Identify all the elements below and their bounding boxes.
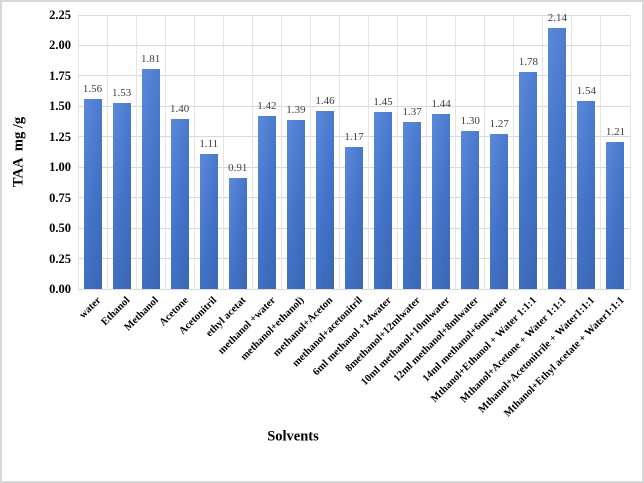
bar-value-label: 1.42 <box>257 100 277 113</box>
bar-Mthanol+Ethanol + Water 1:1:1 <box>519 72 538 289</box>
v-gridline <box>309 15 311 289</box>
v-gridline <box>571 15 573 289</box>
v-gridline <box>338 15 340 289</box>
v-gridline <box>222 15 224 289</box>
bar-14ml methanol+6mlwater <box>490 134 509 289</box>
bar-value-label: 1.81 <box>141 52 161 65</box>
h-gridline <box>78 44 630 46</box>
y-tick-label: 1.50 <box>49 99 71 114</box>
bar-Mthanol+Acetonitrile + Water1:1:1 <box>577 101 596 289</box>
y-tick-label: 0.75 <box>49 190 71 205</box>
bar-value-label: 1.11 <box>199 137 219 150</box>
v-gridline <box>106 15 108 289</box>
bar-Mthanol+Ethyl acetate + Water1:1:1 <box>606 141 625 289</box>
bar-value-label: 1.44 <box>431 97 451 110</box>
v-gridline <box>135 15 137 289</box>
bar-8methanol+12mlwater <box>403 122 422 289</box>
v-gridline <box>368 15 370 289</box>
bar-methanol+acetonitril <box>345 146 363 289</box>
v-gridline <box>397 15 399 289</box>
bar-value-label: 1.27 <box>489 118 509 131</box>
bar-water <box>83 99 102 289</box>
x-axis-title: Solvents <box>267 428 319 445</box>
h-gridline <box>78 136 630 138</box>
y-axis-title-text: TAA mg /g <box>10 116 27 188</box>
bar-value-label: 1.53 <box>111 86 132 99</box>
bar-value-label: 2.14 <box>547 12 567 25</box>
y-tick-label: 1.00 <box>49 160 71 175</box>
bar-Methanol <box>141 68 160 289</box>
y-tick-label: 2.25 <box>49 8 71 22</box>
y-tick-label: 1.25 <box>49 129 71 144</box>
bar-methanol +water <box>257 116 276 289</box>
v-gridline <box>600 15 602 289</box>
bar-10ml methanol+10mlwater <box>432 113 451 289</box>
bar-12ml methanol+8mlwater <box>461 130 480 289</box>
bar-value-label: 1.39 <box>286 103 306 116</box>
bar-methanol+Aceton <box>315 111 334 289</box>
bar-Acetone <box>170 118 189 289</box>
bar-value-label: 0.91 <box>228 162 248 175</box>
bar-Ethanol <box>112 102 131 289</box>
v-gridline <box>251 15 253 289</box>
y-tick-label: 2.00 <box>49 38 71 53</box>
v-gridline <box>629 15 631 289</box>
bar-value-label: 1.21 <box>605 125 626 138</box>
bar-value-label: 1.46 <box>315 95 335 108</box>
bar-value-label: 1.37 <box>402 106 422 119</box>
bar-value-label: 1.54 <box>576 85 597 98</box>
plot-area <box>77 14 631 290</box>
bar-6ml methanol +14water <box>374 112 393 289</box>
bar-value-label: 1.45 <box>373 96 393 109</box>
h-gridline <box>78 14 630 16</box>
v-gridline <box>193 15 195 289</box>
v-gridline <box>542 15 544 289</box>
y-tick-label: 0.50 <box>49 221 71 236</box>
y-tick-label: 0.25 <box>49 251 71 266</box>
bar-value-label: 1.40 <box>170 102 190 115</box>
v-gridline <box>426 15 428 289</box>
v-gridline <box>77 15 79 289</box>
y-tick-label: 1.75 <box>49 68 71 83</box>
v-gridline <box>164 15 166 289</box>
bar-value-label: 1.78 <box>518 56 538 69</box>
y-tick-label: 0.00 <box>49 282 71 296</box>
bar-value-label: 1.17 <box>344 130 364 143</box>
bar-ethyl acetat <box>228 178 247 289</box>
x-tick-label-text: water <box>77 295 104 321</box>
v-gridline <box>513 15 515 289</box>
bar-methanol+ethanol) <box>286 119 305 289</box>
h-gridline <box>78 105 630 107</box>
v-gridline <box>280 15 282 289</box>
bar-Mthanol+Acetone + Water 1:1:1 <box>548 28 567 289</box>
h-gridline <box>78 75 630 77</box>
bar-value-label: 1.56 <box>82 83 103 96</box>
v-gridline <box>484 15 486 289</box>
bar-Acetonitril <box>199 153 218 289</box>
bar-value-label: 1.30 <box>460 114 480 127</box>
h-gridline <box>78 288 630 290</box>
v-gridline <box>455 15 457 289</box>
